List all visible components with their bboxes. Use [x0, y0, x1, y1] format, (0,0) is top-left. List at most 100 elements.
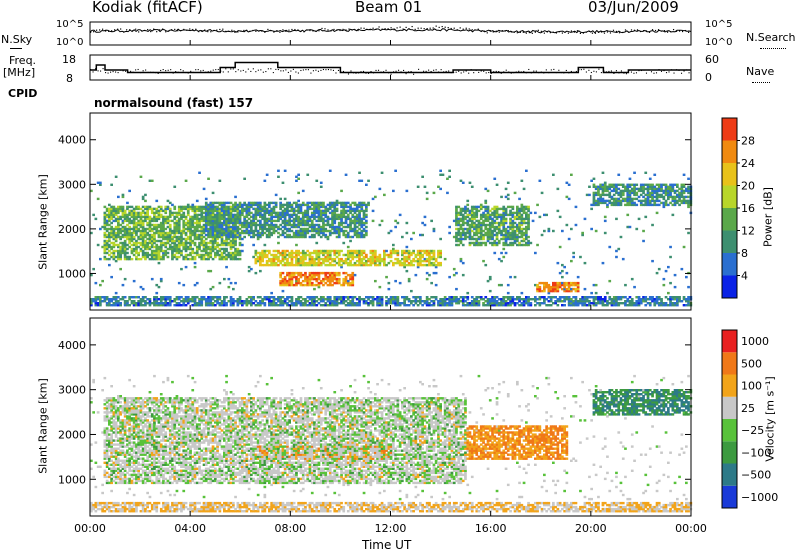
- power-heatmap-cell: [103, 227, 107, 231]
- power-heatmap-cell: [529, 241, 533, 245]
- power-heatmap-cell: [225, 217, 228, 221]
- power-heatmap-cell: [209, 225, 213, 229]
- nsearch-point: [435, 25, 437, 27]
- power-heatmap-cell: [470, 221, 474, 225]
- power-heatmap-cell: [516, 296, 519, 299]
- power-heatmap-cell: [306, 249, 310, 253]
- power-heatmap-cell: [139, 300, 143, 303]
- power-heatmap-cell: [337, 296, 341, 299]
- power-heatmap-cell: [362, 217, 366, 221]
- power-heatmap-cell: [290, 271, 294, 275]
- power-heatmap-cell: [558, 245, 562, 249]
- power-heatmap-cell: [153, 231, 156, 235]
- power-heatmap-cell: [337, 273, 341, 277]
- power-heatmap-cell: [387, 287, 391, 291]
- power-heatmap-cell: [437, 263, 440, 267]
- power-heatmap-cell: [455, 235, 458, 239]
- power-heatmap-cell: [184, 245, 188, 249]
- power-heatmap-cell: [525, 221, 528, 225]
- power-heatmap-cell: [101, 279, 104, 283]
- power-heatmap-cell: [288, 261, 291, 265]
- power-heatmap-cell: [112, 229, 116, 233]
- nsearch-point: [546, 31, 548, 33]
- power-heatmap-cell: [166, 235, 170, 239]
- power-heatmap-cell: [430, 249, 433, 253]
- power-heatmap-cell: [556, 285, 560, 289]
- power-heatmap-cell: [220, 201, 224, 205]
- power-heatmap-cell: [121, 245, 125, 249]
- power-heatmap-cell: [168, 209, 172, 213]
- power-heatmap-cell: [461, 302, 465, 305]
- power-heatmap-cell: [362, 235, 366, 239]
- power-heatmap-cell: [216, 229, 219, 233]
- power-heatmap-cell: [488, 225, 492, 229]
- power-heatmap-cell: [358, 219, 361, 223]
- power-heatmap-cell: [132, 215, 136, 219]
- power-heatmap-cell: [193, 302, 197, 305]
- power-heatmap-cell: [295, 235, 298, 239]
- power-heatmap-cell: [144, 300, 147, 303]
- power-heatmap-cell: [227, 229, 231, 233]
- power-heatmap-cell: [236, 217, 240, 221]
- nave-point: [683, 70, 685, 72]
- nave-point: [170, 69, 172, 71]
- power-heatmap-cell: [425, 263, 429, 267]
- power-heatmap-cell: [470, 207, 474, 211]
- power-heatmap-cell: [112, 211, 116, 215]
- power-heatmap-cell: [297, 219, 300, 223]
- nave-point: [580, 69, 582, 71]
- power-heatmap-cell: [270, 227, 273, 231]
- power-heatmap-cell: [315, 253, 319, 257]
- power-heatmap-cell: [301, 251, 305, 255]
- power-heatmap-cell: [220, 302, 224, 305]
- power-heatmap-cell: [335, 277, 339, 281]
- power-heatmap-cell: [135, 243, 138, 247]
- power-heatmap-cell: [139, 221, 143, 225]
- nave-point: [465, 70, 467, 72]
- power-heatmap-cell: [94, 296, 98, 299]
- power-heatmap-cell: [362, 300, 366, 303]
- power-heatmap-cell: [144, 245, 147, 249]
- power-heatmap-cell: [396, 259, 400, 263]
- power-heatmap-cell: [466, 302, 470, 305]
- power-heatmap-cell: [464, 207, 467, 211]
- power-heatmap-cell: [468, 217, 472, 221]
- power-heatmap-cell: [177, 219, 181, 223]
- power-heatmap-cell: [536, 203, 539, 207]
- power-heatmap-cell: [412, 296, 415, 299]
- power-heatmap-cell: [317, 253, 321, 257]
- nsearch-point: [279, 31, 281, 33]
- power-heatmap-cell: [132, 253, 136, 257]
- power-heatmap-cell: [376, 300, 379, 303]
- nave-point: [495, 70, 497, 72]
- power-heatmap-cell: [340, 298, 343, 301]
- power-heatmap-cell: [177, 245, 181, 249]
- power-heatmap-cell: [608, 187, 612, 191]
- power-heatmap-cell: [554, 296, 557, 299]
- nsearch-point: [99, 29, 101, 31]
- power-heatmap-cell: [617, 191, 621, 195]
- nave-label: Nave: [746, 65, 775, 78]
- power-heatmap-cell: [189, 227, 192, 231]
- power-heatmap-cell: [380, 296, 384, 299]
- power-heatmap-cell: [290, 279, 294, 283]
- power-heatmap-cell: [304, 251, 307, 255]
- power-heatmap-cell: [310, 213, 314, 217]
- nave-point: [573, 71, 575, 73]
- power-heatmap-cell: [232, 287, 235, 291]
- power-heatmap-cell: [180, 213, 183, 217]
- power-heatmap-cell: [153, 225, 156, 229]
- power-heatmap-cell: [353, 215, 357, 219]
- power-heatmap-cell: [464, 304, 467, 307]
- date-title: 03/Jun/2009: [588, 0, 679, 16]
- power-heatmap-cell: [295, 215, 298, 219]
- power-heatmap-cell: [572, 251, 575, 255]
- power-heatmap-cell: [455, 213, 458, 217]
- power-heatmap-cell: [543, 281, 546, 285]
- nave-point: [423, 70, 425, 72]
- nave-point: [558, 69, 560, 71]
- power-heatmap-cell: [245, 229, 249, 233]
- nsearch-point: [366, 28, 368, 31]
- nave-point: [275, 68, 277, 70]
- power-heatmap-cell: [355, 203, 359, 207]
